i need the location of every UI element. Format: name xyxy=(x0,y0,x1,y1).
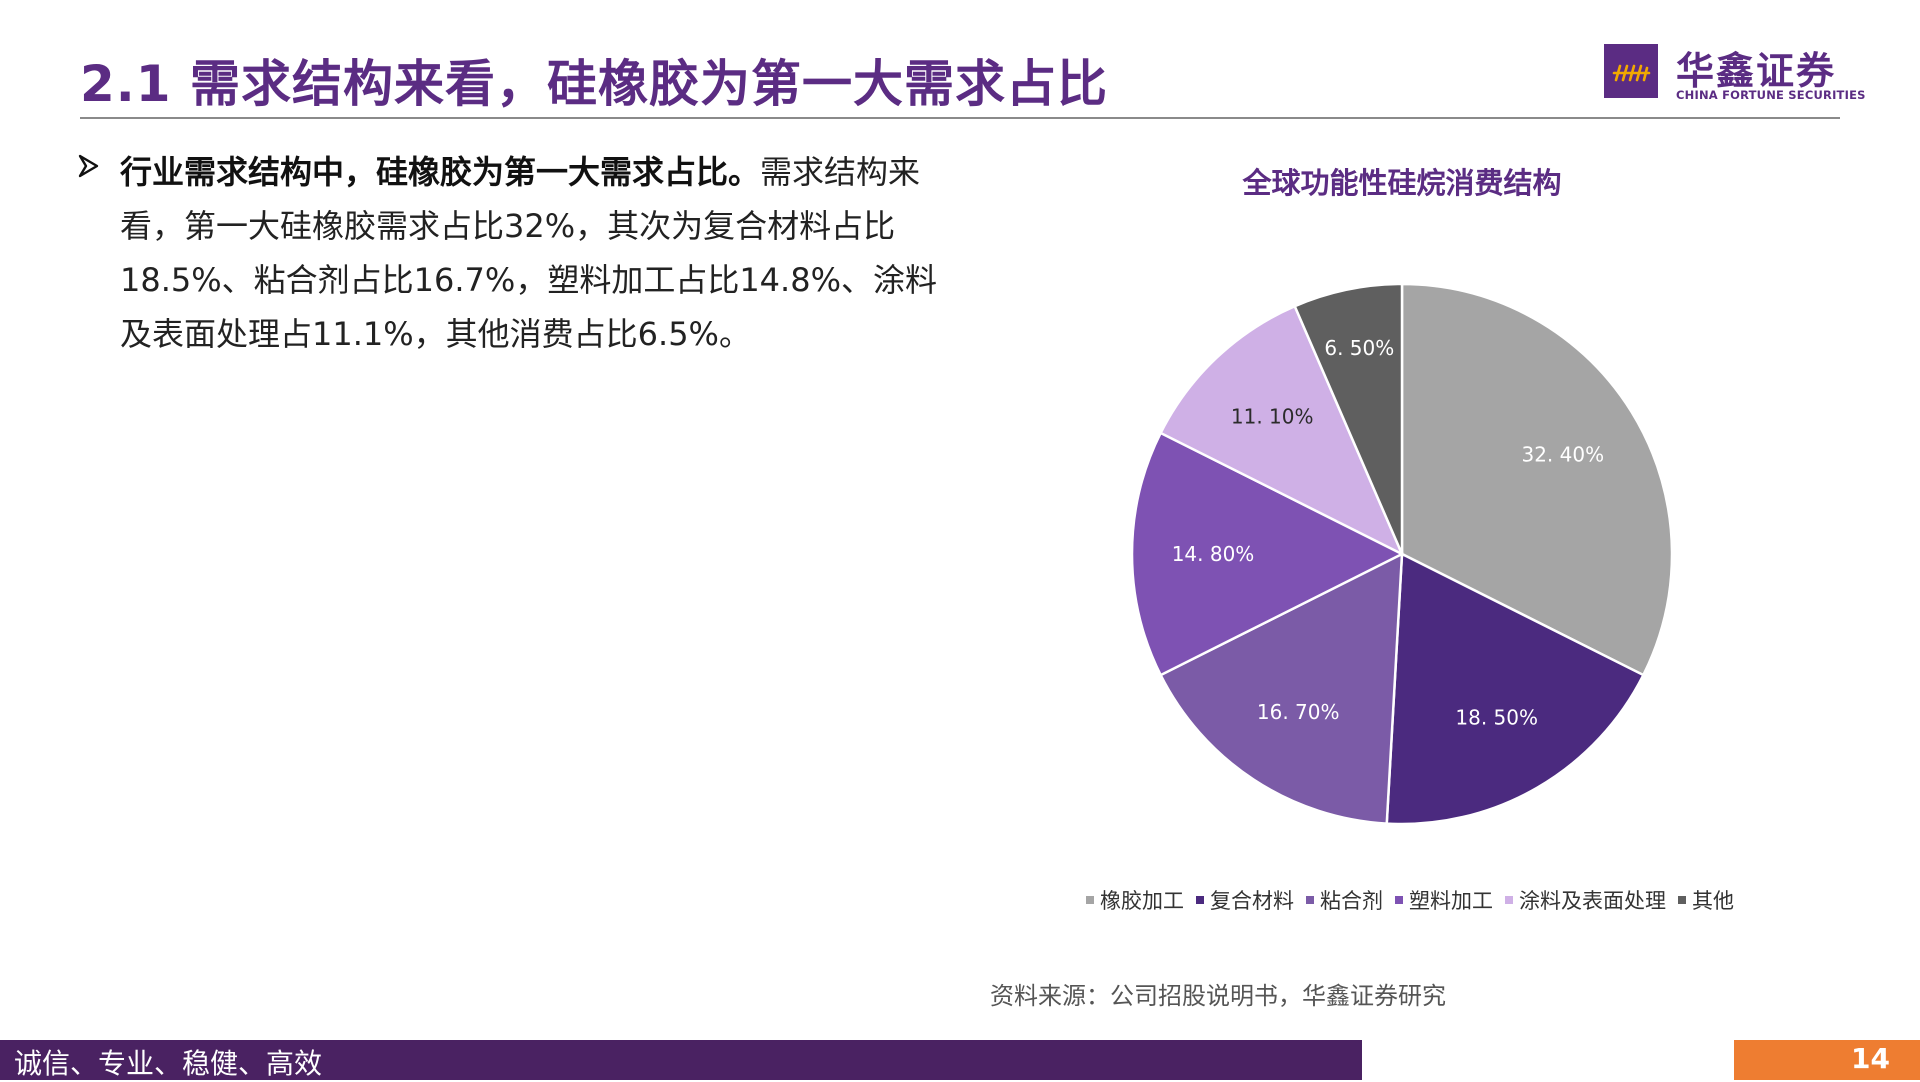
legend-label-0: 橡胶加工 xyxy=(1100,889,1184,913)
pie-slice-3 xyxy=(1130,431,1405,677)
logo-name-en: CHINA FORTUNE SECURITIES xyxy=(1676,88,1866,102)
pie-slice-4 xyxy=(1158,304,1405,557)
legend-label-5: 其他 xyxy=(1692,889,1734,913)
chart-title: 全球功能性硅烷消费结构 xyxy=(1242,166,1562,200)
pie-chart: 32. 40% 18. 50% 16. 70% 14. 80% 11. 10% 6. 50… xyxy=(1130,282,1674,826)
footer-purple-band: 诚信、专业、稳健、高效 xyxy=(0,1040,1362,1080)
legend-swatch-4 xyxy=(1505,896,1513,904)
pie-slice-1 xyxy=(1385,552,1646,826)
legend-label-4: 涂料及表面处理 xyxy=(1519,889,1666,913)
legend-swatch-0 xyxy=(1086,896,1094,904)
legend-item-4: 涂料及表面处理 xyxy=(1505,885,1666,915)
bullet-bold-lead: 行业需求结构中，硅橡胶为第一大需求占比。 xyxy=(120,153,761,191)
legend-label-1: 复合材料 xyxy=(1210,889,1294,913)
footer-slogan: 诚信、专业、稳健、高效 xyxy=(14,1047,323,1080)
legend-item-1: 复合材料 xyxy=(1196,885,1294,915)
legend-item-0: 橡胶加工 xyxy=(1086,885,1184,915)
legend-swatch-3 xyxy=(1395,896,1403,904)
page-number: 14 xyxy=(1851,1042,1890,1075)
logo-emblem-icon xyxy=(1604,44,1658,98)
pie-label-2: 16. 70% xyxy=(1257,700,1340,724)
legend-swatch-2 xyxy=(1306,896,1314,904)
pie-label-4: 11. 10% xyxy=(1231,405,1314,429)
chart-legend: 橡胶加工 复合材料 粘合剂 塑料加工 涂料及表面处理 其他 xyxy=(1040,885,1780,915)
legend-swatch-1 xyxy=(1196,896,1204,904)
legend-item-2: 粘合剂 xyxy=(1306,885,1383,915)
pie-slice-0 xyxy=(1400,282,1674,677)
bullet-body: 需求结构来看，第一大硅橡胶需求占比32%，其次为复合材料占比18.5%、粘合剂占… xyxy=(120,153,937,353)
footer-white-band xyxy=(1362,1040,1730,1080)
legend-swatch-5 xyxy=(1678,896,1686,904)
pie-label-3: 14. 80% xyxy=(1172,542,1255,566)
pie-slice-2 xyxy=(1158,551,1404,825)
pie-label-1: 18. 50% xyxy=(1455,706,1538,730)
legend-item-5: 其他 xyxy=(1678,885,1734,915)
legend-label-3: 塑料加工 xyxy=(1409,889,1493,913)
source-note: 资料来源：公司招股说明书，华鑫证券研究 xyxy=(990,982,1446,1010)
pie-label-0: 32. 40% xyxy=(1521,443,1604,467)
pie-label-5: 6. 50% xyxy=(1324,336,1394,360)
logo-name-cn: 华鑫证券 xyxy=(1676,49,1837,93)
legend-item-3: 塑料加工 xyxy=(1395,885,1493,915)
arrow-bullet-icon xyxy=(78,154,99,178)
pie-slice-5 xyxy=(1293,282,1404,555)
footer-bar: 诚信、专业、稳健、高效 14 xyxy=(0,1040,1920,1080)
legend-label-2: 粘合剂 xyxy=(1320,889,1383,913)
slide-title: 2.1 需求结构来看，硅橡胶为第一大需求占比 xyxy=(80,55,1108,113)
title-divider xyxy=(80,117,1840,119)
bullet-paragraph: 行业需求结构中，硅橡胶为第一大需求占比。需求结构来看，第一大硅橡胶需求占比32%… xyxy=(120,145,950,361)
company-logo: 华鑫证券 CHINA FORTUNE SECURITIES xyxy=(1604,44,1865,102)
footer-orange-band: 14 xyxy=(1734,1040,1920,1080)
